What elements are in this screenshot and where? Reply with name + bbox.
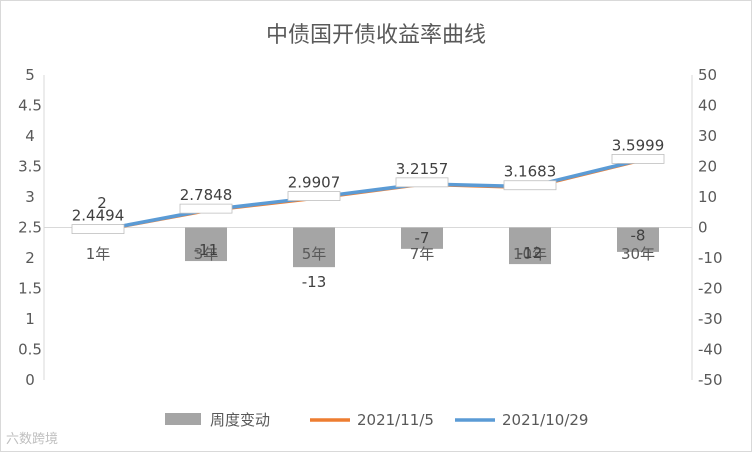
data-labels: 2.4494 2.7848 2.9907 3.2157 3.1683 3.5999 2 -11… xyxy=(71,136,665,291)
data-label-box xyxy=(287,191,341,201)
category-labels: 1年 3年 5年 7年 10年 30年 xyxy=(86,245,655,263)
bar-value-label: -8 xyxy=(631,227,646,245)
y-right-tick-label: 50 xyxy=(698,66,717,84)
y-left-tick-label: 4 xyxy=(25,127,35,145)
y-left-tick-label: 1.5 xyxy=(18,280,42,298)
y-left-tick-label: 1 xyxy=(25,310,35,328)
y-right-tick-label: -10 xyxy=(698,249,723,267)
y-left-tick-label: 3.5 xyxy=(18,158,42,176)
y-right-tick-label: 20 xyxy=(698,158,717,176)
bars-weekly-change xyxy=(77,227,659,268)
y-right-tick-label: 0 xyxy=(698,219,708,237)
legend-swatch-bar xyxy=(165,413,201,425)
data-label-box xyxy=(395,177,449,188)
y-left-tick-label: 4.5 xyxy=(18,97,42,115)
data-label-box xyxy=(71,224,125,234)
category-label: 5年 xyxy=(302,245,327,263)
legend-label: 2021/10/29 xyxy=(502,411,588,429)
category-label: 30年 xyxy=(621,245,655,263)
category-label: 1年 xyxy=(86,245,111,263)
data-label-box xyxy=(503,180,557,191)
y-left-tick-label: 2 xyxy=(25,249,35,267)
line-value-label: 3.1683 xyxy=(504,163,557,181)
bar-weekly-change xyxy=(185,227,227,262)
y-left-tick-label: 2.5 xyxy=(18,219,42,237)
bar-value-label: -12 xyxy=(518,244,543,262)
watermark: 六数跨境 xyxy=(6,432,59,447)
y-right-tick-label: -50 xyxy=(698,371,723,389)
line-value-label: 2.4494 xyxy=(72,207,125,225)
bar-value-label: 2 xyxy=(97,194,107,212)
category-label: 7年 xyxy=(410,245,435,263)
line-value-label: 3.5999 xyxy=(612,136,665,154)
data-label-box xyxy=(611,154,665,164)
bar-value-label: -11 xyxy=(194,241,219,259)
legend: 周度变动 2021/11/5 2021/10/29 xyxy=(165,411,588,429)
bar-weekly-change xyxy=(293,227,335,268)
y-right-tick-label: -40 xyxy=(698,341,723,359)
y-right-tick-label: -20 xyxy=(698,280,723,298)
y-left-tick-label: 0.5 xyxy=(18,341,42,359)
chart-title: 中债国开债收益率曲线 xyxy=(266,23,486,48)
y-left-tick-label: 0 xyxy=(25,371,35,389)
legend-label: 2021/11/5 xyxy=(357,411,434,429)
bar-value-label: -7 xyxy=(415,229,430,247)
y-right-tick-label: 10 xyxy=(698,188,717,206)
y-right-tick-label: 30 xyxy=(698,127,717,145)
y-left-tick-label: 3 xyxy=(25,188,35,206)
line-value-label: 2.9907 xyxy=(288,174,341,192)
bar-value-label: -13 xyxy=(302,273,327,291)
legend-label: 周度变动 xyxy=(210,411,270,429)
data-label-box xyxy=(179,203,233,214)
category-label: 3年 xyxy=(194,245,219,263)
category-label: 10年 xyxy=(513,245,547,263)
axes: 0 0.5 1 1.5 2 2.5 3 3.5 4 4.5 5 -50 -40 -30 -20 -10 0 10 2… xyxy=(18,66,722,389)
bar-weekly-change xyxy=(617,227,659,252)
y-left-tick-label: 5 xyxy=(25,66,35,84)
bar-weekly-change xyxy=(401,227,443,249)
line-value-label: 2.7848 xyxy=(180,186,233,204)
bar-weekly-change xyxy=(509,227,551,265)
y-right-tick-label: -30 xyxy=(698,310,723,328)
line-value-label: 3.2157 xyxy=(396,160,449,178)
y-right-tick-label: 40 xyxy=(698,97,717,115)
